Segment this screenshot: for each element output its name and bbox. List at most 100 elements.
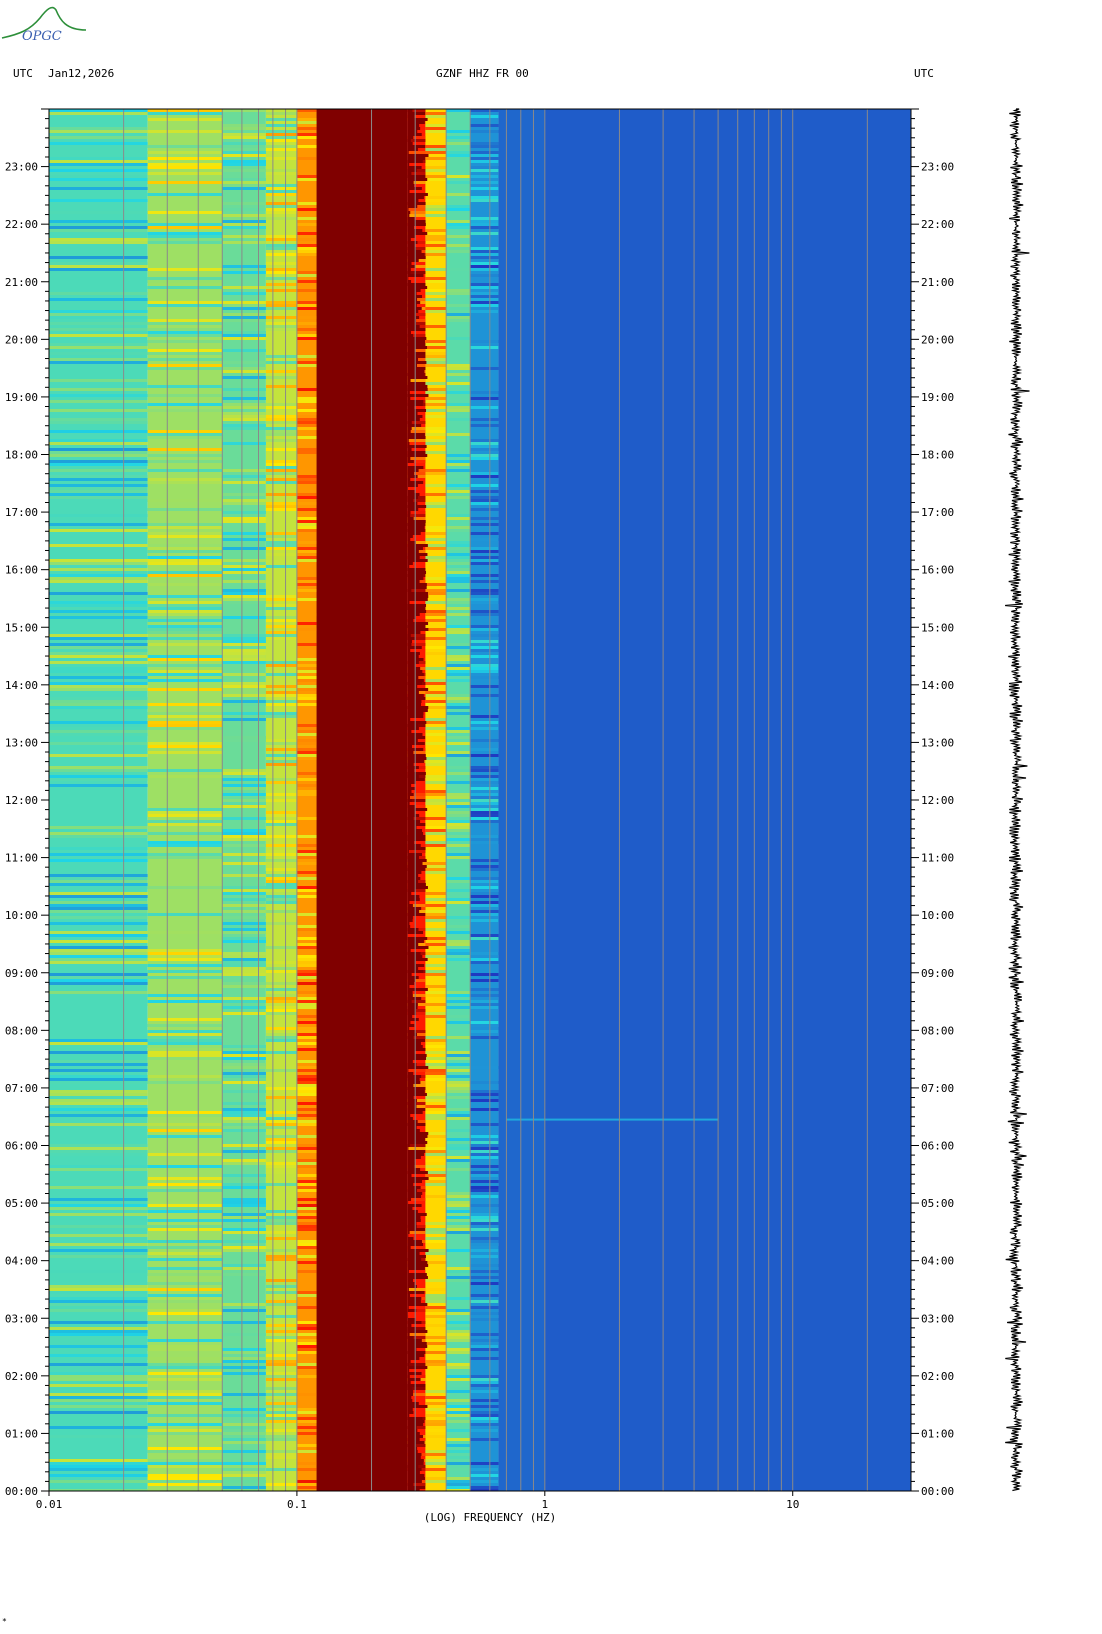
spectral-row-cell bbox=[470, 937, 499, 940]
spectral-row-cell bbox=[265, 877, 297, 880]
spectral-row-cell bbox=[470, 265, 499, 268]
spectral-row-cell bbox=[265, 1375, 297, 1378]
spectral-row-cell bbox=[147, 1036, 223, 1039]
spectral-row-cell bbox=[407, 370, 425, 373]
spectral-row-cell bbox=[222, 892, 266, 895]
spectral-row-cell bbox=[470, 877, 499, 880]
spectral-row-cell bbox=[425, 388, 447, 391]
spectral-row-cell bbox=[49, 430, 148, 433]
spectral-row-cell bbox=[425, 1108, 447, 1111]
spectral-row-cell bbox=[446, 463, 471, 466]
spectral-row-cell bbox=[222, 532, 266, 535]
spectral-row-cell bbox=[296, 658, 317, 661]
spectral-row-cell bbox=[446, 1330, 471, 1333]
spectral-row-cell bbox=[446, 574, 471, 577]
spectral-row-cell bbox=[470, 550, 499, 553]
spectral-row-cell bbox=[407, 817, 414, 820]
spectral-row-cell bbox=[470, 1219, 499, 1222]
spectral-row-cell bbox=[407, 958, 428, 961]
spectral-row-cell bbox=[407, 376, 428, 379]
spectral-row-cell bbox=[470, 286, 499, 289]
spectral-row-cell bbox=[49, 661, 148, 664]
spectral-row-cell bbox=[470, 1147, 499, 1150]
spectral-row-cell bbox=[296, 1144, 317, 1147]
spectral-row-cell bbox=[407, 571, 427, 574]
spectral-row-cell bbox=[49, 616, 148, 619]
spectral-row-cell bbox=[265, 535, 297, 538]
spectral-row-cell bbox=[470, 808, 499, 811]
spectral-row-cell bbox=[147, 304, 223, 307]
spectral-row-cell bbox=[222, 1393, 266, 1396]
spectral-row-cell bbox=[407, 1027, 410, 1030]
spectral-row-cell bbox=[296, 1159, 317, 1162]
spectral-row-cell bbox=[425, 1147, 447, 1150]
spectral-row-cell bbox=[407, 868, 420, 871]
spectral-row-cell bbox=[147, 742, 223, 745]
spectral-row-cell bbox=[222, 1045, 266, 1048]
spectral-row-cell bbox=[296, 118, 317, 121]
spectral-row-cell bbox=[425, 700, 447, 703]
spectral-row-cell bbox=[425, 199, 447, 202]
spectral-row-cell bbox=[425, 547, 447, 550]
spectral-row-cell bbox=[407, 424, 422, 427]
spectral-row-cell bbox=[265, 1438, 297, 1441]
spectral-row-cell bbox=[470, 562, 499, 565]
spectral-row-cell bbox=[425, 268, 447, 271]
spectral-row-cell bbox=[407, 211, 411, 214]
spectral-row-cell bbox=[407, 517, 414, 520]
spectral-row-cell bbox=[407, 640, 413, 643]
spectral-row-cell bbox=[49, 559, 148, 562]
spectral-row-cell bbox=[296, 1060, 317, 1063]
spectral-row-cell bbox=[446, 805, 471, 808]
spectral-row-cell bbox=[407, 787, 416, 790]
spectral-row-cell bbox=[265, 361, 297, 364]
spectral-row-cell bbox=[147, 1447, 223, 1450]
spectral-row-cell bbox=[222, 712, 266, 715]
spectral-row-cell bbox=[470, 199, 499, 202]
spectral-row-cell bbox=[470, 910, 499, 913]
spectral-row-cell bbox=[446, 598, 471, 601]
spectral-row-cell bbox=[296, 175, 317, 178]
spectral-row-cell bbox=[425, 439, 447, 442]
spectral-row-cell bbox=[49, 1333, 148, 1336]
spectral-row-cell bbox=[147, 1288, 223, 1291]
spectral-row-cell bbox=[147, 952, 223, 955]
spectral-row-cell bbox=[296, 1462, 317, 1465]
spectral-row-cell bbox=[425, 232, 447, 235]
spectral-row-cell bbox=[222, 1438, 266, 1441]
spectral-row-cell bbox=[49, 733, 148, 736]
spectral-row-cell bbox=[407, 1387, 413, 1390]
spectral-row-cell bbox=[296, 202, 317, 205]
spectral-row-cell bbox=[407, 805, 426, 808]
spectral-row-cell bbox=[222, 802, 266, 805]
spectral-row-cell bbox=[425, 589, 447, 592]
spectral-row-cell bbox=[147, 844, 223, 847]
spectral-row-cell bbox=[425, 472, 447, 475]
spectral-row-cell bbox=[470, 1195, 499, 1198]
spectral-row-cell bbox=[265, 1420, 297, 1423]
spectral-row-cell bbox=[49, 316, 148, 319]
spectral-row-cell bbox=[222, 148, 266, 151]
spectral-row-cell bbox=[407, 1246, 411, 1249]
spectral-row-cell bbox=[446, 712, 471, 715]
spectral-row-cell bbox=[265, 742, 297, 745]
spectral-row-cell bbox=[407, 796, 411, 799]
spectral-row-cell bbox=[49, 1051, 148, 1054]
spectral-row-cell bbox=[407, 745, 412, 748]
spectral-row-cell bbox=[265, 301, 297, 304]
spectral-row-cell bbox=[425, 703, 447, 706]
spectral-row-cell bbox=[147, 1423, 223, 1426]
spectral-row-cell bbox=[265, 235, 297, 238]
spectral-row-cell bbox=[470, 424, 499, 427]
spectral-row-cell bbox=[425, 940, 447, 943]
spectral-row-cell bbox=[470, 367, 499, 370]
spectral-row-cell bbox=[147, 1429, 223, 1432]
spectral-row-cell bbox=[470, 802, 499, 805]
spectral-row-cell bbox=[407, 757, 427, 760]
y-tick-label-left: 14:00 bbox=[5, 679, 38, 692]
spectral-row-cell bbox=[425, 694, 447, 697]
spectral-row-cell bbox=[222, 1267, 266, 1270]
spectral-row-cell bbox=[470, 196, 499, 199]
spectral-row-cell bbox=[446, 460, 471, 463]
spectral-row-cell bbox=[296, 982, 317, 985]
